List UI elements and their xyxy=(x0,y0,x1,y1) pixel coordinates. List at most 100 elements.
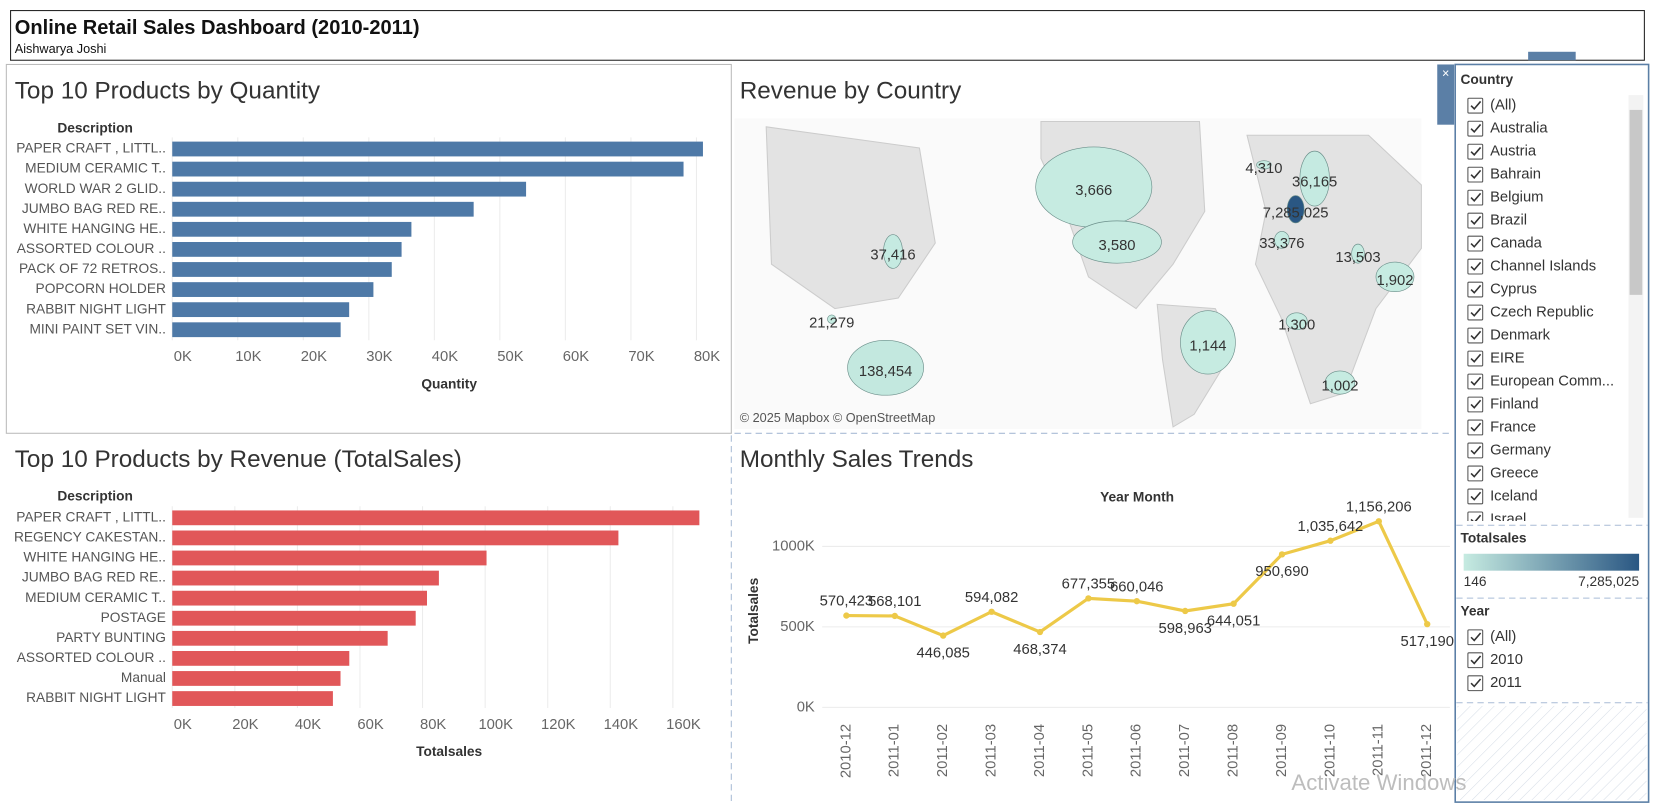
y-tick-label: 1000K xyxy=(772,538,815,554)
checkbox[interactable] xyxy=(1467,304,1484,321)
x-tick-label: 2011-02 xyxy=(935,724,951,777)
country-region[interactable] xyxy=(847,339,924,396)
point[interactable] xyxy=(1230,600,1237,607)
checkbox[interactable] xyxy=(1467,258,1484,275)
bar[interactable] xyxy=(172,691,333,706)
checkbox[interactable] xyxy=(1467,465,1484,482)
country-region[interactable] xyxy=(1299,150,1330,207)
checkbox[interactable] xyxy=(1467,97,1484,114)
filter-item[interactable]: Austria xyxy=(1490,144,1537,160)
x-tick-label: 40K xyxy=(295,717,321,733)
bar[interactable] xyxy=(172,650,350,666)
point[interactable] xyxy=(1133,597,1140,605)
filter-item[interactable]: Denmark xyxy=(1490,327,1551,343)
bar[interactable] xyxy=(172,630,388,646)
checkbox[interactable] xyxy=(1467,350,1484,367)
bar[interactable] xyxy=(172,550,487,566)
bar[interactable] xyxy=(172,671,341,686)
checkbox[interactable] xyxy=(1467,327,1484,344)
scrollbar-thumb[interactable] xyxy=(1629,109,1643,295)
checkbox[interactable] xyxy=(1467,396,1484,413)
checkbox[interactable] xyxy=(1467,143,1484,160)
point[interactable] xyxy=(1278,551,1286,558)
point[interactable] xyxy=(843,612,850,619)
checkbox[interactable] xyxy=(1467,629,1484,646)
bar[interactable] xyxy=(172,161,684,177)
point[interactable] xyxy=(940,632,947,639)
checkbox[interactable] xyxy=(1467,675,1484,692)
data-label: 568,101 xyxy=(868,594,921,610)
filter-item[interactable]: Greece xyxy=(1490,465,1538,481)
point[interactable] xyxy=(1327,537,1334,544)
point[interactable] xyxy=(1036,628,1044,636)
bar[interactable] xyxy=(172,590,427,606)
country-region[interactable] xyxy=(1351,243,1365,264)
filter-item[interactable]: Bahrain xyxy=(1490,167,1541,183)
country-region[interactable] xyxy=(1256,160,1272,170)
filter-item[interactable]: France xyxy=(1490,419,1536,435)
checkbox[interactable] xyxy=(1467,652,1484,669)
point[interactable] xyxy=(1182,607,1189,615)
checkbox[interactable] xyxy=(1467,511,1484,527)
point[interactable] xyxy=(1085,595,1092,602)
bar[interactable] xyxy=(172,262,392,277)
point[interactable] xyxy=(1375,518,1382,525)
checkbox[interactable] xyxy=(1467,235,1484,252)
point[interactable] xyxy=(1424,620,1431,628)
checkbox[interactable] xyxy=(1467,281,1484,298)
checkbox[interactable] xyxy=(1467,488,1484,505)
close-icon[interactable]: × xyxy=(1442,66,1449,80)
bar[interactable] xyxy=(172,181,527,197)
country-region[interactable] xyxy=(1072,220,1162,264)
bar[interactable] xyxy=(172,530,619,546)
bar[interactable] xyxy=(172,570,439,586)
bar[interactable] xyxy=(172,510,700,526)
bar[interactable] xyxy=(172,610,416,626)
checkbox[interactable] xyxy=(1467,120,1484,137)
filter-tab[interactable] xyxy=(1437,64,1455,125)
filter-item[interactable]: 2011 xyxy=(1490,675,1522,691)
country-region[interactable] xyxy=(1286,195,1305,224)
country-region[interactable] xyxy=(883,234,903,269)
checkmark xyxy=(1470,655,1482,665)
checkbox[interactable] xyxy=(1467,442,1484,459)
filter-item[interactable]: 2010 xyxy=(1490,652,1523,668)
country-region[interactable] xyxy=(827,314,837,324)
checkbox[interactable] xyxy=(1467,166,1484,183)
checkbox[interactable] xyxy=(1467,419,1484,436)
bar[interactable] xyxy=(172,221,412,237)
filter-item[interactable]: Iceland xyxy=(1490,488,1538,504)
bar[interactable] xyxy=(172,201,474,217)
filter-item[interactable]: Israel xyxy=(1490,511,1526,527)
checkmark xyxy=(1470,238,1482,248)
filter-item[interactable]: Belgium xyxy=(1490,190,1543,206)
filter-item[interactable]: (All) xyxy=(1490,629,1516,645)
filter-item[interactable]: Germany xyxy=(1490,442,1551,458)
filter-item[interactable]: Australia xyxy=(1490,121,1548,137)
bar[interactable] xyxy=(172,282,374,297)
checkbox[interactable] xyxy=(1467,373,1484,390)
filter-item[interactable]: Czech Republic xyxy=(1490,304,1594,320)
filter-item[interactable]: Cyprus xyxy=(1490,281,1537,297)
bar[interactable] xyxy=(172,141,703,157)
country-region[interactable] xyxy=(1285,312,1308,331)
country-region[interactable] xyxy=(1274,231,1290,249)
filter-item[interactable]: Brazil xyxy=(1490,213,1527,229)
filter-item[interactable]: Finland xyxy=(1490,396,1538,412)
filter-item[interactable]: (All) xyxy=(1490,98,1516,114)
point[interactable] xyxy=(891,612,898,620)
filter-item[interactable]: EIRE xyxy=(1490,350,1525,366)
filter-item[interactable]: Canada xyxy=(1490,235,1543,251)
country-region[interactable] xyxy=(1375,261,1415,292)
point[interactable] xyxy=(988,608,995,615)
data-label: 36,165 xyxy=(1292,175,1337,191)
checkbox[interactable] xyxy=(1467,212,1484,229)
bar[interactable] xyxy=(172,242,402,257)
bar[interactable] xyxy=(172,322,341,338)
bar[interactable] xyxy=(172,302,350,318)
country-region[interactable] xyxy=(1324,370,1356,395)
filter-item[interactable]: European Comm... xyxy=(1490,373,1614,389)
checkbox[interactable] xyxy=(1467,189,1484,206)
filter-item[interactable]: Channel Islands xyxy=(1490,258,1596,274)
country-region[interactable] xyxy=(1180,310,1236,375)
